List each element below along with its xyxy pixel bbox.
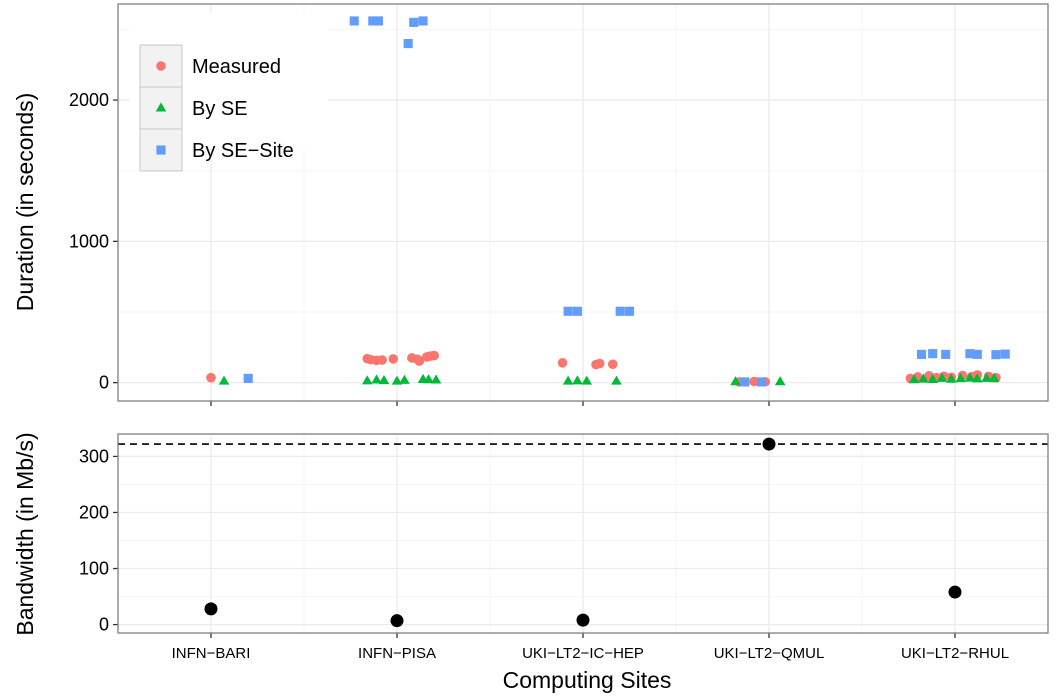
data-point: [349, 16, 359, 26]
panel-border: [117, 433, 1049, 634]
bandwidth-panel: 0 100 200 300 INFN−BARI INFN−PISA UKI−LT2−IC−H…: [79, 433, 1049, 662]
data-point: [946, 373, 957, 383]
data-point: [594, 358, 605, 369]
data-point: [740, 377, 750, 387]
data-point: [981, 372, 992, 382]
data-point: [991, 350, 1001, 360]
data-point: [572, 375, 583, 385]
data-point: [749, 376, 759, 387]
x-tick-label: INFN−PISA: [358, 645, 436, 662]
data-point: [430, 374, 442, 384]
data-point: [218, 375, 230, 385]
data-point: [965, 349, 975, 359]
data-point: [368, 16, 378, 26]
legend-marker: [155, 102, 167, 112]
y-tick-label: 300: [79, 446, 109, 466]
y-tick-label: 100: [79, 559, 109, 579]
data-point: [403, 38, 413, 49]
data-point: [762, 437, 776, 451]
x-axis-title: Computing Sites: [503, 667, 672, 693]
data-point: [429, 350, 440, 361]
data-point: [955, 373, 966, 383]
data-point: [391, 375, 403, 385]
data-point: [572, 306, 582, 316]
legend-label: By SE−Site: [192, 140, 294, 162]
data-point: [730, 376, 741, 386]
data-point: [615, 306, 625, 316]
data-point: [908, 374, 920, 384]
data-point: [576, 613, 590, 627]
data-point: [941, 349, 951, 359]
legend-label: By SE: [192, 98, 248, 120]
data-point: [418, 16, 428, 26]
x-tick-label: UKI−LT2−QMUL: [714, 645, 825, 662]
y-tick-label: 0: [99, 373, 109, 393]
x-tick-label: UKI−LT2−IC−HEP: [522, 645, 644, 662]
series-by-se: [218, 372, 1000, 386]
data-point: [361, 375, 373, 385]
legend-label: Measured: [192, 56, 281, 78]
data-point: [388, 354, 399, 364]
y-tick-label: 200: [79, 502, 109, 522]
data-point: [927, 373, 938, 383]
duration-panel: 0 1000 2000 Measured By SE By SE−Site: [69, 3, 1049, 406]
panel-border: [117, 3, 1049, 402]
legend: Measured By SE By SE−Site: [130, 13, 328, 172]
data-point: [581, 375, 592, 385]
bandwidth-axis-title: Bandwidth (in Mb/s): [12, 432, 38, 635]
data-point: [206, 372, 216, 383]
data-point: [409, 17, 419, 27]
data-point: [1000, 349, 1010, 359]
duration-axis-title: Duration (in seconds): [12, 93, 38, 312]
legend-marker: [156, 145, 166, 155]
legend-key: [139, 86, 183, 130]
data-point: [988, 373, 1000, 383]
data-point: [423, 374, 434, 384]
y-tick-label: 0: [99, 615, 109, 635]
data-point: [371, 374, 382, 384]
data-point: [916, 349, 927, 359]
data-point: [243, 373, 253, 383]
series-by-se-site: [243, 16, 1010, 387]
data-point: [611, 375, 622, 385]
data-point: [918, 373, 929, 383]
data-point: [936, 372, 948, 382]
data-point: [948, 585, 962, 599]
data-point: [562, 375, 574, 385]
legend-marker: [156, 61, 166, 71]
data-point: [378, 375, 390, 385]
data-point: [563, 306, 573, 316]
data-point: [557, 358, 568, 368]
data-point: [204, 602, 218, 616]
x-tick-label: INFN−BARI: [172, 645, 251, 662]
data-point: [607, 359, 618, 370]
y-tick-label: 1000: [69, 231, 109, 251]
data-point: [928, 349, 938, 359]
data-point: [373, 16, 383, 26]
series-bandwidth: [204, 437, 962, 628]
y-tick-label: 2000: [69, 90, 109, 110]
data-point: [964, 372, 976, 382]
data-point: [377, 355, 387, 365]
data-point: [390, 614, 404, 628]
data-point: [972, 349, 982, 359]
data-point: [624, 306, 635, 316]
data-point: [757, 377, 767, 387]
x-tick-label: UKI−LT2−RHUL: [901, 645, 1009, 662]
data-point: [972, 373, 983, 383]
data-point: [414, 356, 425, 366]
data-point: [399, 374, 410, 384]
data-point: [774, 376, 786, 386]
